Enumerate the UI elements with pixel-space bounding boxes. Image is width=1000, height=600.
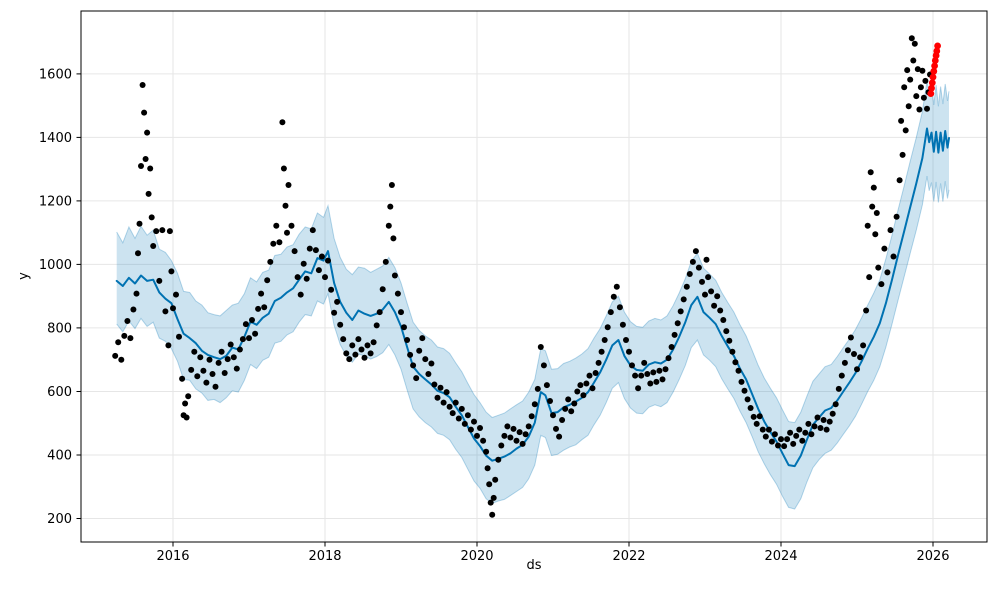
svg-text:2018: 2018 [308, 549, 341, 564]
svg-text:1600: 1600 [39, 67, 72, 82]
svg-text:1400: 1400 [39, 131, 72, 146]
svg-text:800: 800 [47, 321, 72, 336]
uncertainty-band-upper-edge [116, 80, 950, 424]
gridlines [81, 11, 987, 542]
svg-text:400: 400 [47, 449, 72, 464]
svg-text:2016: 2016 [156, 549, 189, 564]
observed-points [112, 35, 933, 518]
y-axis-label: y [16, 272, 32, 280]
uncertainty-band-lower-edge [116, 176, 950, 510]
anomaly-points [927, 42, 941, 97]
svg-text:2022: 2022 [612, 549, 645, 564]
svg-text:600: 600 [47, 385, 72, 400]
svg-text:2024: 2024 [764, 549, 797, 564]
axes-frame [80, 10, 988, 543]
x-axis-label: ds [526, 558, 542, 573]
svg-text:1200: 1200 [39, 194, 72, 209]
y-axis-ticks: 200 400 600 800 1000 1200 1400 1600 [39, 67, 81, 527]
uncertainty-band [116, 80, 949, 510]
svg-text:2026: 2026 [916, 549, 949, 564]
svg-text:200: 200 [47, 512, 72, 527]
svg-text:2020: 2020 [460, 549, 493, 564]
x-axis-ticks: 2016 2018 2020 2022 2024 2026 [156, 542, 950, 564]
svg-text:1000: 1000 [39, 258, 72, 273]
